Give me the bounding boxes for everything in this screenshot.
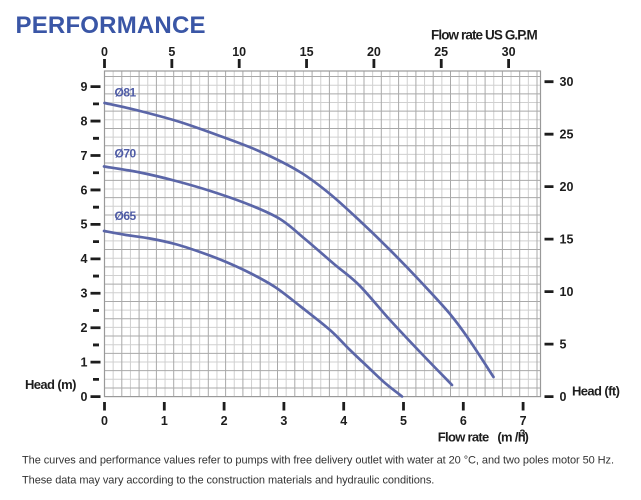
svg-text:Flow rate: Flow rate xyxy=(438,430,489,445)
svg-text:15: 15 xyxy=(300,45,314,59)
svg-text:3: 3 xyxy=(280,414,287,428)
svg-text:20: 20 xyxy=(560,180,574,194)
svg-text:4: 4 xyxy=(340,414,347,428)
svg-text:10: 10 xyxy=(232,45,246,59)
svg-text:8: 8 xyxy=(81,114,88,128)
svg-text:Flow rate US G.P.M: Flow rate US G.P.M xyxy=(431,27,537,42)
svg-text:25: 25 xyxy=(560,128,574,142)
svg-text:10: 10 xyxy=(560,285,574,299)
svg-text:6: 6 xyxy=(81,183,88,197)
svg-text:1: 1 xyxy=(81,356,88,370)
svg-text:25: 25 xyxy=(434,45,448,59)
svg-text:(m /h: (m /h xyxy=(497,430,525,445)
svg-text:3: 3 xyxy=(81,287,88,301)
svg-text:): ) xyxy=(525,430,529,445)
svg-text:0: 0 xyxy=(560,390,567,404)
svg-text:30: 30 xyxy=(560,75,574,89)
svg-text:0: 0 xyxy=(81,390,88,404)
svg-text:7: 7 xyxy=(520,414,527,428)
svg-text:PERFORMANCE: PERFORMANCE xyxy=(16,12,206,39)
svg-text:5: 5 xyxy=(400,414,407,428)
svg-text:Head (m): Head (m) xyxy=(25,377,76,392)
svg-text:4: 4 xyxy=(81,252,88,266)
svg-text:15: 15 xyxy=(560,232,574,246)
svg-text:3: 3 xyxy=(520,428,526,440)
svg-text:5: 5 xyxy=(81,218,88,232)
svg-text:These data may vary according: These data may vary according to the con… xyxy=(22,475,434,487)
svg-text:5: 5 xyxy=(168,45,175,59)
svg-text:Ø70: Ø70 xyxy=(115,147,137,161)
svg-text:5: 5 xyxy=(560,337,567,351)
svg-text:7: 7 xyxy=(81,149,88,163)
svg-text:0: 0 xyxy=(101,45,108,59)
svg-text:The curves and performance val: The curves and performance values refer … xyxy=(22,455,614,467)
svg-text:6: 6 xyxy=(460,414,467,428)
svg-text:Head (ft): Head (ft) xyxy=(572,384,620,399)
svg-text:1: 1 xyxy=(161,414,168,428)
svg-text:2: 2 xyxy=(81,321,88,335)
svg-text:0: 0 xyxy=(101,414,108,428)
svg-text:2: 2 xyxy=(221,414,228,428)
svg-text:9: 9 xyxy=(81,80,88,94)
svg-text:Ø65: Ø65 xyxy=(115,209,137,223)
svg-text:30: 30 xyxy=(502,45,516,59)
svg-text:Ø81: Ø81 xyxy=(115,86,137,100)
svg-text:20: 20 xyxy=(367,45,381,59)
